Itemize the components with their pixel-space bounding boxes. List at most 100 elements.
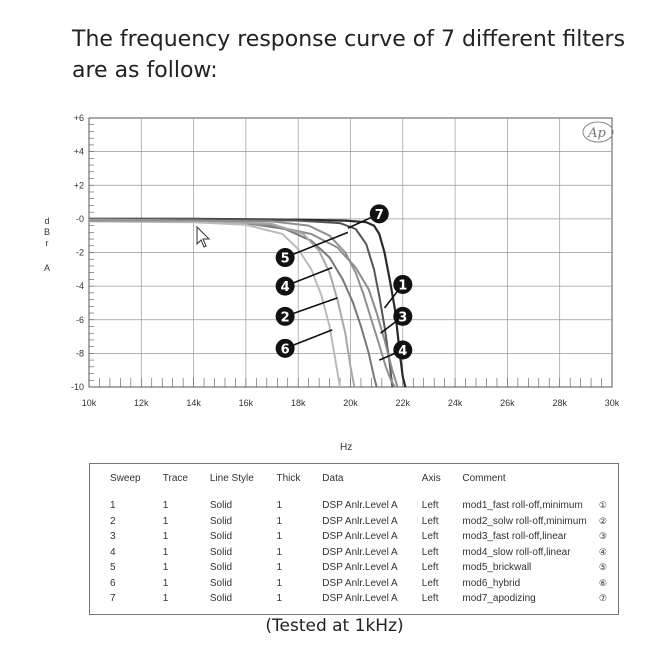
y-label-letter: d: [44, 216, 49, 226]
legend-cell-comment: mod6_hybrid: [462, 577, 521, 589]
legend-cell-axis: Left: [421, 546, 439, 558]
legend-cell-trace: 1: [162, 593, 169, 605]
legend-cell-mark: ⑤: [598, 562, 607, 573]
legend-cell-trace: 1: [162, 562, 169, 574]
legend-cell-sweep: 6: [110, 577, 116, 589]
callout-badge-2: [275, 306, 295, 326]
legend-cell-axis: Left: [421, 500, 439, 512]
legend-cell-thick: 1: [276, 531, 283, 543]
y-tick-label: +2: [74, 180, 84, 190]
callout-label-3: 3: [398, 310, 407, 325]
legend-cell-data: DSP Anlr.Level A: [322, 500, 398, 512]
legend-header-cell: Sweep: [110, 472, 141, 484]
legend-row: 3 1 Solid 1 DSP Anlr.Level A Left mod3_fast ro…: [90, 529, 619, 545]
legend-header-cell: Line Style: [209, 472, 254, 484]
x-tick-label: 16k: [239, 398, 254, 408]
chart-minor-ticks: [89, 124, 602, 387]
x-tick-label: 26k: [500, 398, 515, 408]
curve-3: [89, 217, 394, 388]
y-tick-label: -4: [76, 281, 84, 291]
legend-header-row: Sweep Trace Line Style Thick Data Axis Comment: [90, 464, 619, 493]
legend-cell-mark: ④: [598, 546, 607, 557]
legend-cell-data: DSP Anlr.Level A: [322, 593, 398, 605]
y-tick-label: +6: [74, 113, 84, 123]
legend-cell-comment: mod2_solw roll-off,minimum: [462, 515, 587, 527]
curve-7: [89, 219, 396, 388]
legend-cell-mark: ①: [598, 500, 607, 511]
legend-row: 7 1 Solid 1 DSP Anlr.Level A Left mod7_apodizi…: [90, 591, 619, 614]
legend-cell-data: DSP Anlr.Level A: [322, 531, 398, 543]
callout-badge-6: [275, 338, 295, 358]
legend-cell-axis: Left: [421, 577, 439, 589]
x-tick-label: 22k: [396, 398, 411, 408]
callout-label-1: 1: [398, 278, 407, 293]
legend-cell-style: Solid: [209, 562, 233, 574]
y-tick-label: +4: [74, 147, 84, 157]
legend-cell-mark: ⑥: [598, 577, 607, 588]
legend-cell-comment: mod7_apodizing: [462, 593, 536, 605]
legend-cell-trace: 1: [162, 515, 169, 527]
legend-cell-trace: 1: [162, 577, 169, 589]
x-tick-label: 24k: [448, 398, 463, 408]
legend-cell-data: DSP Anlr.Level A: [322, 577, 398, 589]
legend-cell-style: Solid: [209, 593, 233, 605]
frequency-response-chart: 7 5 1 4 3 2 4 6 10k 12k 14k 16k 18k 20k 22k 24k 26k 28k 3…: [44, 113, 620, 408]
y-tick-label: -10: [71, 382, 84, 392]
y-label-unit: A: [44, 263, 50, 273]
x-tick-label: 14k: [186, 398, 201, 408]
legend-cell-style: Solid: [209, 546, 233, 558]
legend-cell-trace: 1: [162, 546, 169, 558]
legend-cell-sweep: 4: [110, 546, 116, 558]
legend-cell-sweep: 7: [110, 593, 116, 605]
callout-badge-4: [393, 340, 413, 360]
legend-cell-thick: 1: [276, 515, 283, 527]
legend-cell-trace: 1: [162, 500, 169, 512]
x-tick-label: 10k: [82, 398, 97, 408]
test-caption: (Tested at 1kHz): [265, 616, 404, 636]
y-label-letter: B: [44, 227, 50, 237]
legend-cell-style: Solid: [209, 515, 233, 527]
y-axis-label: dBr A: [44, 216, 50, 273]
legend-row: 1 1 Solid 1 DSP Anlr.Level A Left mod1_fast ro…: [90, 492, 619, 514]
page-heading: The frequency response curve of 7 differ…: [72, 27, 626, 83]
legend-cell-axis: Left: [421, 531, 439, 543]
legend-cell-comment: mod5_brickwall: [462, 562, 532, 574]
legend-cell-thick: 1: [276, 500, 283, 512]
legend-cell-thick: 1: [276, 593, 283, 605]
legend-cell-thick: 1: [276, 546, 283, 558]
curve-5: [88, 218, 356, 388]
chart-grid: [88, 117, 613, 388]
callout-badge-1: [393, 274, 413, 294]
y-tick-label: -0: [76, 214, 84, 224]
x-axis-ticks: 10k 12k 14k 16k 18k 20k 22k 24k 26k 28k 30k: [82, 398, 620, 408]
callout-label-2: 2: [281, 310, 290, 325]
ap-logo-ring: [582, 121, 614, 143]
y-label-letter: r: [46, 238, 49, 248]
legend-table: Sweep Trace Line Style Thick Data Axis Comment…: [89, 463, 619, 615]
legend-header-cell: Trace: [162, 472, 188, 484]
callout-badge-7: [369, 204, 389, 224]
x-tick-label: 28k: [552, 398, 567, 408]
legend-header-cell: Thick: [276, 472, 301, 484]
cursor-arrow-icon: [196, 225, 211, 248]
callout-label-6: 6: [281, 342, 290, 357]
legend-cell-sweep: 3: [110, 531, 116, 543]
legend-header-cell: Data: [322, 472, 344, 484]
legend-cell-mark: ⑦: [598, 593, 607, 604]
legend-cell-sweep: 5: [110, 562, 116, 574]
y-tick-label: -2: [76, 248, 84, 258]
legend-cell-style: Solid: [209, 531, 233, 543]
x-tick-label: 12k: [134, 398, 149, 408]
legend-cell-mark: ②: [598, 515, 607, 526]
curve-6: [88, 220, 341, 388]
callout-label-4: 4: [281, 280, 290, 295]
legend-cell-style: Solid: [209, 577, 233, 589]
y-tick-label: -6: [76, 315, 84, 325]
callout-label-7: 7: [375, 208, 384, 223]
callout-label-5: 5: [281, 252, 290, 267]
x-tick-label: 30k: [605, 398, 620, 408]
chart-callouts: 7 5 1 4 3 2 4 6: [275, 204, 413, 361]
x-tick-label: 18k: [291, 398, 306, 408]
legend-header-cell: Comment: [462, 472, 506, 484]
legend-cell-sweep: 2: [110, 515, 116, 527]
